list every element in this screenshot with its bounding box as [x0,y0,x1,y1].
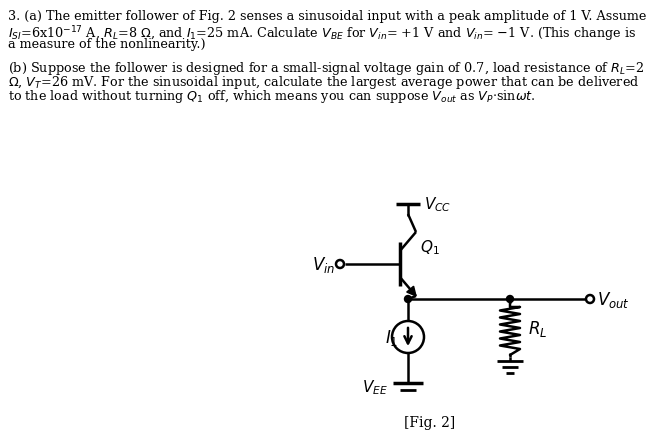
Text: 3. (a) The emitter follower of Fig. 2 senses a sinusoidal input with a peak ampl: 3. (a) The emitter follower of Fig. 2 se… [8,10,646,23]
Text: to the load without turning $Q_1$ off, which means you can suppose $V_{out}$ as : to the load without turning $Q_1$ off, w… [8,88,536,105]
Text: $V_{CC}$: $V_{CC}$ [424,195,452,214]
Text: a measure of the nonlinearity.): a measure of the nonlinearity.) [8,38,205,51]
Text: $R_L$: $R_L$ [528,318,547,338]
Text: $V_{in}$: $V_{in}$ [312,254,335,274]
Circle shape [506,296,514,303]
Text: (b) Suppose the follower is designed for a small-signal voltage gain of 0.7, loa: (b) Suppose the follower is designed for… [8,60,644,77]
Polygon shape [407,286,416,296]
Circle shape [405,296,411,303]
Circle shape [336,260,344,268]
Text: $Q_1$: $Q_1$ [420,238,440,257]
Circle shape [586,295,594,303]
Text: $V_{out}$: $V_{out}$ [597,289,630,309]
Text: $I_1$: $I_1$ [385,327,398,347]
Text: $V_{EE}$: $V_{EE}$ [362,378,388,396]
Text: [Fig. 2]: [Fig. 2] [404,415,456,429]
Text: $\Omega$, $V_T$=26 mV. For the sinusoidal input, calculate the largest average p: $\Omega$, $V_T$=26 mV. For the sinusoida… [8,74,640,91]
Circle shape [392,321,424,353]
Text: $I_{SI}$=6x10$^{-17}$ A, $R_L$=8 $\Omega$, and $I_1$=25 mA. Calculate $V_{BE}$ f: $I_{SI}$=6x10$^{-17}$ A, $R_L$=8 $\Omega… [8,24,636,43]
